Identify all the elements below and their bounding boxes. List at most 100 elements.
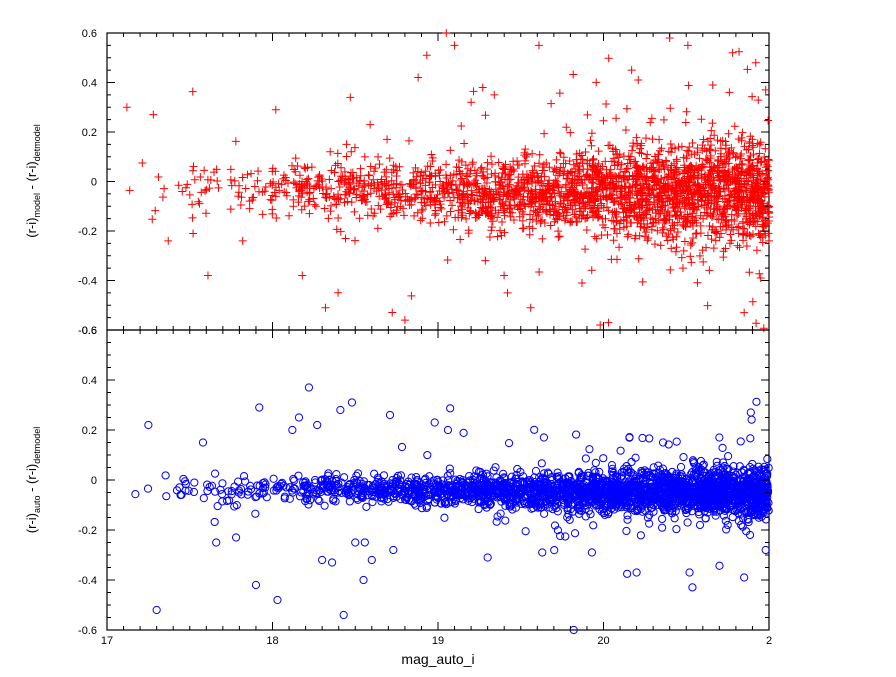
top-point — [624, 230, 632, 238]
top-point — [588, 129, 596, 137]
top-point — [582, 148, 590, 156]
top-point — [525, 223, 533, 231]
top-point — [213, 177, 221, 185]
top-point — [596, 321, 604, 329]
top-point — [442, 160, 450, 168]
top-point — [446, 207, 454, 215]
top-point — [186, 191, 194, 199]
top-point — [449, 226, 457, 234]
top-point — [375, 160, 383, 168]
top-point — [583, 111, 591, 119]
top-point — [598, 231, 606, 239]
bottom-point — [361, 539, 368, 546]
bottom-point — [753, 398, 760, 405]
top-point — [687, 258, 695, 266]
bottom-point — [659, 515, 666, 522]
top-point — [493, 213, 501, 221]
top-point — [535, 268, 543, 276]
top-point — [333, 225, 341, 233]
top-point — [651, 240, 659, 248]
top-point — [390, 161, 398, 169]
top-point — [423, 51, 431, 59]
top-point — [672, 248, 680, 256]
top-point — [709, 81, 717, 89]
bottom-point — [571, 530, 578, 537]
top-point — [148, 215, 156, 223]
bottom-point — [725, 453, 732, 460]
bottom-point — [724, 521, 731, 528]
top-point — [752, 59, 760, 67]
top-point — [435, 219, 443, 227]
top-point — [612, 114, 620, 122]
top-point — [451, 41, 459, 49]
bottom-point — [163, 493, 170, 500]
bottom-point — [497, 510, 504, 517]
top-point — [239, 237, 247, 245]
top-point — [326, 148, 334, 156]
top-point — [642, 155, 650, 163]
top-point — [189, 214, 197, 222]
bottom-point — [531, 426, 538, 433]
top-point — [755, 149, 763, 157]
bottom-point — [600, 455, 607, 462]
top-ytick-label: 0.2 — [82, 127, 97, 139]
top-point — [593, 235, 601, 243]
top-point — [632, 134, 640, 142]
top-point — [552, 156, 560, 164]
top-point — [687, 241, 695, 249]
top-point — [388, 308, 396, 316]
top-point — [587, 142, 595, 150]
top-point — [357, 165, 365, 173]
top-point — [324, 214, 332, 222]
top-point — [764, 116, 772, 124]
top-point — [562, 123, 570, 131]
top-ytick-label: 0.4 — [82, 78, 97, 90]
top-point — [182, 184, 190, 192]
bottom-point — [270, 475, 277, 482]
top-point — [504, 289, 512, 297]
top-point — [693, 229, 701, 237]
top-point — [470, 87, 478, 95]
top-point — [237, 201, 245, 209]
bottom-point — [219, 498, 226, 505]
top-point — [749, 298, 757, 306]
top-point — [681, 237, 689, 245]
top-point — [735, 229, 743, 237]
bottom-point — [582, 455, 589, 462]
top-point — [650, 172, 658, 180]
top-point — [685, 81, 693, 89]
top-point — [401, 316, 409, 324]
top-point — [414, 74, 422, 82]
top-ylabel-mid: - (r-i) — [24, 161, 39, 193]
bottom-point — [398, 443, 405, 450]
top-point — [679, 264, 687, 272]
top-point — [666, 104, 674, 112]
top-point — [736, 243, 744, 251]
top-point — [426, 219, 434, 227]
top-point — [608, 217, 616, 225]
top-point — [547, 100, 555, 108]
bottom-point — [684, 519, 691, 526]
top-point — [514, 161, 522, 169]
top-point — [610, 236, 618, 244]
top-point — [586, 136, 594, 144]
top-point — [648, 114, 656, 122]
top-point — [490, 91, 498, 99]
bottom-point — [551, 547, 558, 554]
top-point — [487, 152, 495, 160]
top-point — [667, 244, 675, 252]
top-point — [635, 149, 643, 157]
top-point — [400, 211, 408, 219]
top-point — [361, 153, 369, 161]
top-point — [467, 98, 475, 106]
bottom-point — [211, 470, 218, 477]
top-point — [635, 255, 643, 263]
bottom-point — [628, 458, 635, 465]
top-point — [431, 211, 439, 219]
bottom-point — [522, 528, 529, 535]
top-point — [285, 212, 293, 220]
top-point — [346, 93, 354, 101]
bottom-point — [211, 518, 218, 525]
